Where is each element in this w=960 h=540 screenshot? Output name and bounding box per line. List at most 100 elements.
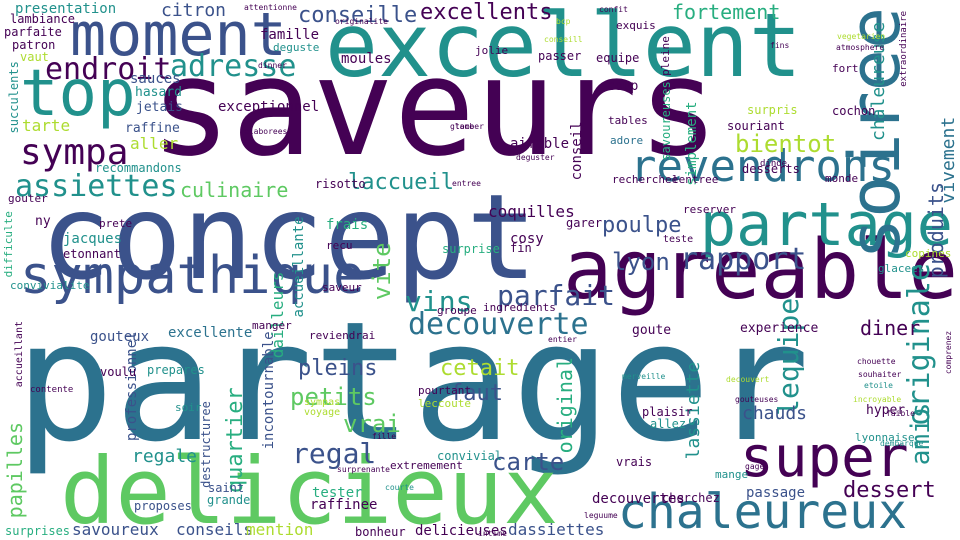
cloud-word-excellente: excellente: [168, 325, 253, 341]
cloud-word-lequipe: lequipe: [772, 297, 805, 416]
cloud-word-poulpe: poulpe: [602, 213, 682, 238]
cloud-word-recherchee: recherchee: [612, 173, 679, 186]
cloud-word-presentation: presentation: [15, 1, 117, 17]
cloud-word-cosy: cosy: [510, 231, 544, 247]
cloud-word-saint: saint: [208, 481, 245, 495]
cloud-word-extremement: extremement: [390, 459, 463, 472]
cloud-word-exquis: exquis: [616, 19, 656, 32]
cloud-word-petits: petits: [290, 383, 377, 411]
cloud-word-raffinee: raffinee: [310, 497, 378, 513]
cloud-word-manger: manger: [252, 319, 292, 332]
cloud-word-pleins: pleins: [298, 356, 378, 381]
cloud-word-comprenez: comprenez: [944, 330, 953, 375]
cloud-word-deguster: deguster: [516, 153, 555, 162]
cloud-word-desserts: desserts: [742, 162, 800, 176]
cloud-word-teste: teste: [663, 234, 694, 245]
cloud-word-moules: moules: [341, 51, 392, 67]
cloud-word-bcp: bcp: [556, 17, 571, 26]
cloud-word-proposes: proposes: [134, 499, 192, 513]
cloud-word-jacques: jacques: [63, 231, 123, 247]
cloud-word-voyage: voyage: [304, 407, 341, 418]
cloud-word-concept: concept: [40, 168, 538, 306]
cloud-word-jolie: jolie: [475, 44, 509, 57]
cloud-word-sauces: sauces: [130, 71, 181, 87]
cloud-word-sympathique: sympathique: [20, 246, 365, 306]
cloud-word-top: top: [20, 57, 136, 131]
cloud-word-etoile: etoile: [864, 381, 893, 390]
cloud-word-delicieux: delicieux: [60, 438, 559, 540]
cloud-word-entree: entree: [452, 179, 481, 188]
cloud-word-raffine: raffine: [125, 121, 180, 136]
cloud-word-savoureux: savoureux: [72, 520, 159, 539]
cloud-word-saveurs: saveurs: [150, 29, 719, 186]
cloud-word-aller: aller: [130, 134, 179, 153]
cloud-word-souhaiter: souhaiter: [858, 370, 902, 379]
cloud-word-ny: ny: [35, 214, 51, 229]
cloud-word-tomber: tomber: [455, 122, 484, 131]
cloud-word-conseil: conseil: [569, 121, 585, 181]
cloud-word-originalite: originalite: [335, 17, 388, 26]
cloud-word-lyon: lyon: [612, 248, 670, 276]
cloud-word-gouteuses: gouteuses: [735, 395, 779, 404]
cloud-word-papilles: papilles: [3, 422, 27, 519]
cloud-word-garer: garer: [566, 216, 603, 230]
cloud-word-vrais: vrais: [616, 455, 653, 469]
cloud-word-tester: tester: [312, 485, 363, 501]
cloud-word-mange: mange: [715, 468, 749, 481]
cloud-word-delicieuses: delicieuses: [415, 523, 508, 539]
cloud-word-surprenante: surprenante: [337, 465, 390, 474]
cloud-word-faut: faut: [450, 381, 503, 406]
cloud-word-famille: famille: [260, 27, 320, 43]
cloud-word-lambiance: lambiance: [10, 12, 76, 26]
cloud-word-dinde: dinde: [760, 159, 788, 169]
cloud-word-succulents: succulents: [7, 61, 21, 134]
cloud-word-original: original: [553, 357, 577, 454]
cloud-word-experience: experience: [740, 321, 819, 336]
cloud-word-copines: copines: [905, 247, 952, 260]
cloud-word-decouvertes: decouvertes: [592, 491, 685, 507]
cloud-word-plaisir: plaisir: [642, 405, 693, 419]
cloud-word-partager: partager: [15, 286, 810, 478]
cloud-word-vrai: vrai: [343, 410, 401, 438]
cloud-word-mention: mention: [246, 520, 314, 539]
cloud-word-allez: allez: [650, 417, 687, 431]
cloud-word-confit: confit: [599, 5, 628, 14]
cloud-word-recommandons: recommandons: [95, 161, 182, 175]
cloud-word-citron: citron: [161, 0, 227, 21]
cloud-word-rapport: rapport: [680, 242, 807, 277]
cloud-word-diner: diner: [860, 316, 921, 340]
cloud-word-adresse: adresse: [170, 49, 297, 84]
cloud-word-parfait: parfait: [497, 279, 616, 312]
cloud-word-vegetarien: vegetarien: [837, 32, 886, 41]
cloud-word-conseille: conseille: [298, 3, 418, 28]
cloud-word-leccoute: leccoute: [418, 397, 471, 410]
cloud-word-cherchez: cherchez: [662, 491, 720, 505]
cloud-word-decouvert: decouvert: [726, 375, 770, 384]
cloud-word-hasard: hasard: [135, 85, 182, 100]
cloud-word-cochon: cochon: [832, 104, 876, 118]
cloud-word-aimable: aimable: [510, 136, 570, 152]
cloud-word-patron: patron: [12, 38, 56, 52]
cloud-word-chouette: chouette: [857, 357, 896, 366]
cloud-word-destructuree: destructuree: [199, 401, 213, 488]
cloud-word-sympa: sympa: [20, 132, 129, 173]
cloud-word-fortement: fortement: [672, 0, 781, 24]
cloud-word-convivialite: convivialite: [10, 279, 90, 292]
cloud-word-atmosphere: atmosphere: [836, 43, 885, 52]
cloud-word-dassiettes: dassiettes: [508, 520, 605, 539]
cloud-word-voulu: voulu: [100, 365, 137, 379]
cloud-word-ingredients: ingredients: [483, 301, 556, 314]
cloud-word-excellent: excellent: [325, 0, 802, 97]
cloud-word-grande: grande: [207, 493, 251, 507]
cloud-word-etonnant: etonnant: [63, 247, 121, 261]
cloud-word-fille: fille: [372, 432, 397, 441]
cloud-word-tables: tables: [608, 114, 648, 127]
cloud-word-attentionne: attentionne: [244, 3, 297, 12]
cloud-word-gouter: gouter: [8, 192, 48, 205]
cloud-word-regal: regal: [292, 437, 377, 470]
cloud-word-quartier: quartier: [223, 387, 248, 494]
cloud-word-contente: contente: [30, 385, 74, 395]
cloud-word-equipe: equipe: [596, 51, 640, 65]
cloud-word-saveur: saveur: [322, 281, 362, 294]
